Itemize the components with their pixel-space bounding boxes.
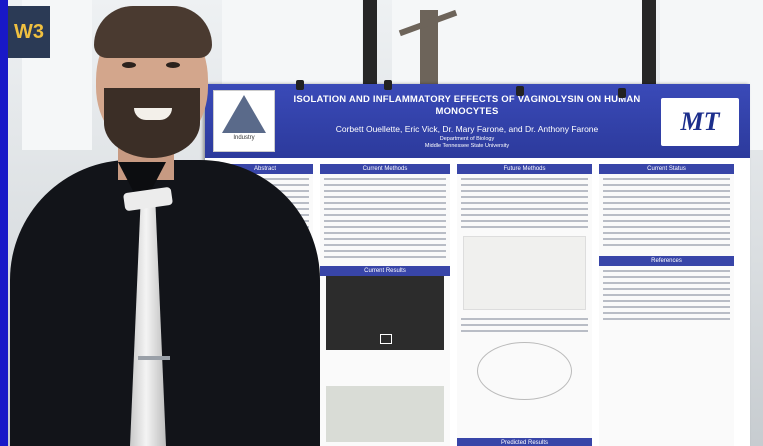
person-smile (134, 108, 172, 120)
pushpin-icon (384, 80, 392, 90)
left-eye (122, 62, 136, 68)
pushpin-icon (618, 88, 626, 98)
person-hair (94, 6, 212, 58)
left-border (0, 0, 8, 446)
mt-logo: MT (661, 98, 739, 146)
section-heading: Current Results (320, 266, 450, 276)
gel-image (326, 276, 444, 350)
person-beard (104, 88, 200, 158)
poster-title: ISOLATION AND INFLAMMATORY EFFECTS OF VA… (277, 94, 657, 118)
poster-column-future-methods: Future Methods (457, 164, 592, 446)
poster-left-logo: Industry (213, 90, 275, 152)
gel-image-2 (326, 386, 444, 442)
poster-authors: Corbett Ouellette, Eric Vick, Dr. Mary F… (335, 124, 599, 134)
poster-column-status: Current Status References (599, 164, 734, 446)
gel-highlight (380, 334, 392, 344)
section-heading: References (599, 256, 734, 266)
poster-affiliation: Department of Biology Middle Tennessee S… (277, 136, 657, 150)
section-heading: Predicted Results (457, 438, 592, 446)
tree-trunk (420, 10, 438, 90)
section-heading: Current Methods (320, 164, 450, 174)
title-line-1: ISOLATION AND INFLAMMATORY EFFECTS OF VA… (293, 94, 641, 105)
pushpin-icon (516, 86, 524, 96)
section-heading: Abstract (217, 164, 313, 174)
department: Department of Biology (439, 136, 495, 142)
university: Middle Tennessee State University (424, 143, 510, 149)
right-eye (166, 62, 180, 68)
title-line-2: MONOCYTES (435, 106, 499, 117)
triangle-logo-icon (222, 95, 266, 133)
cycle-diagram (477, 342, 572, 400)
pushpin-icon (296, 80, 304, 90)
window-mullion (642, 0, 656, 92)
section-heading: Future Methods (457, 164, 592, 174)
section-heading: Current Status (599, 164, 734, 174)
window-mullion (363, 0, 377, 92)
tie-clip (138, 356, 170, 360)
poster-header: Industry ISOLATION AND INFLAMMATORY EFFE… (205, 84, 750, 158)
logo-caption: Industry (233, 135, 255, 141)
room-sign: W3 (8, 6, 50, 58)
poster-column-methods: Current Methods Current Results (320, 164, 450, 446)
pathway-diagram (463, 236, 586, 310)
